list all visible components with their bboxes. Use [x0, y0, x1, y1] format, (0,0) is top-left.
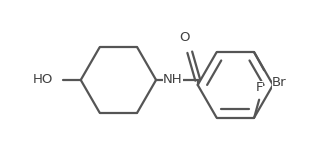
Text: HO: HO: [33, 73, 53, 86]
Text: Br: Br: [272, 76, 287, 89]
Text: NH: NH: [163, 73, 183, 86]
Text: F: F: [255, 81, 263, 94]
Text: O: O: [180, 31, 190, 44]
